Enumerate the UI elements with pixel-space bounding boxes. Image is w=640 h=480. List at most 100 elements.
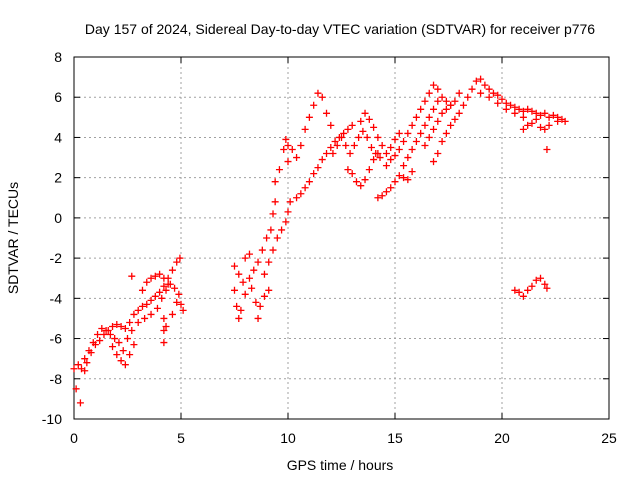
data-point: [130, 310, 138, 318]
data-point: [361, 109, 369, 117]
data-point: [524, 286, 532, 294]
data-point: [250, 266, 258, 274]
data-point: [434, 117, 442, 125]
data-point: [455, 89, 463, 97]
data-point: [468, 85, 476, 93]
data-point: [537, 274, 545, 282]
data-point: [357, 117, 365, 125]
data-point: [278, 226, 286, 234]
data-point: [438, 137, 446, 145]
data-point: [494, 99, 502, 107]
data-point: [507, 101, 515, 109]
data-point: [376, 154, 384, 162]
data-point: [235, 270, 243, 278]
data-point: [81, 355, 89, 363]
data-point: [301, 125, 309, 133]
x-tick-label: 5: [177, 430, 185, 446]
y-tick-label: -6: [50, 331, 63, 347]
data-point: [245, 250, 253, 258]
data-point: [477, 89, 485, 97]
data-point: [434, 97, 442, 105]
data-point: [342, 141, 350, 149]
data-point: [370, 156, 378, 164]
data-point: [117, 357, 125, 365]
data-point: [293, 194, 301, 202]
data-point: [549, 111, 557, 119]
data-point: [235, 314, 243, 322]
data-point: [310, 101, 318, 109]
data-point: [442, 105, 450, 113]
data-point: [254, 314, 262, 322]
data-point: [138, 286, 146, 294]
data-point: [173, 298, 181, 306]
data-point: [96, 337, 104, 345]
data-point: [543, 146, 551, 154]
data-point: [438, 93, 446, 101]
data-point: [502, 99, 510, 107]
data-point: [74, 361, 82, 369]
data-point: [241, 290, 249, 298]
data-point: [271, 178, 279, 186]
data-point: [430, 158, 438, 166]
grid: [74, 57, 609, 419]
data-point: [537, 111, 545, 119]
data-point: [374, 133, 382, 141]
data-point: [442, 97, 450, 105]
data-point: [344, 125, 352, 133]
data-point: [451, 97, 459, 105]
data-point: [365, 166, 373, 174]
data-point: [348, 170, 356, 178]
data-point: [265, 258, 273, 266]
data-point: [121, 325, 129, 332]
x-tick-label: 25: [601, 430, 617, 446]
data-point: [128, 272, 136, 280]
data-point: [179, 306, 187, 314]
data-point: [519, 125, 527, 133]
data-point: [442, 129, 450, 137]
data-point: [282, 135, 290, 143]
data-point: [382, 162, 390, 170]
data-point: [147, 274, 155, 282]
data-point: [537, 123, 545, 131]
data-point: [541, 125, 549, 133]
data-point: [168, 310, 176, 318]
data-point: [357, 182, 365, 190]
data-point: [434, 85, 442, 93]
data-point: [350, 141, 358, 149]
data-point: [489, 89, 497, 97]
data-point: [248, 284, 256, 292]
y-tick-label: 8: [54, 49, 62, 65]
data-point: [237, 306, 245, 314]
data-point: [98, 325, 106, 332]
data-point: [485, 93, 493, 101]
data-point: [387, 184, 395, 192]
data-point: [438, 109, 446, 117]
data-point: [175, 290, 183, 298]
data-point: [160, 327, 168, 335]
data-point: [485, 85, 493, 93]
data-point: [391, 135, 399, 143]
data-point: [106, 331, 114, 339]
data-point: [134, 306, 142, 314]
data-point: [421, 97, 429, 105]
data-point: [231, 262, 238, 270]
data-point: [367, 144, 375, 151]
data-point: [282, 218, 290, 226]
data-point: [329, 150, 337, 158]
data-point: [524, 121, 532, 129]
data-point: [421, 141, 429, 149]
data-point: [280, 146, 288, 154]
data-point: [447, 101, 455, 109]
data-point: [70, 365, 78, 373]
data-point: [515, 288, 523, 296]
data-point: [109, 322, 117, 330]
data-point: [395, 172, 403, 180]
data-point: [425, 89, 433, 97]
data-point: [417, 105, 425, 113]
data-point: [451, 115, 459, 123]
data-point: [160, 314, 168, 322]
data-point: [286, 198, 294, 206]
data-point: [378, 141, 386, 149]
data-point: [305, 178, 313, 186]
data-point: [455, 109, 463, 117]
